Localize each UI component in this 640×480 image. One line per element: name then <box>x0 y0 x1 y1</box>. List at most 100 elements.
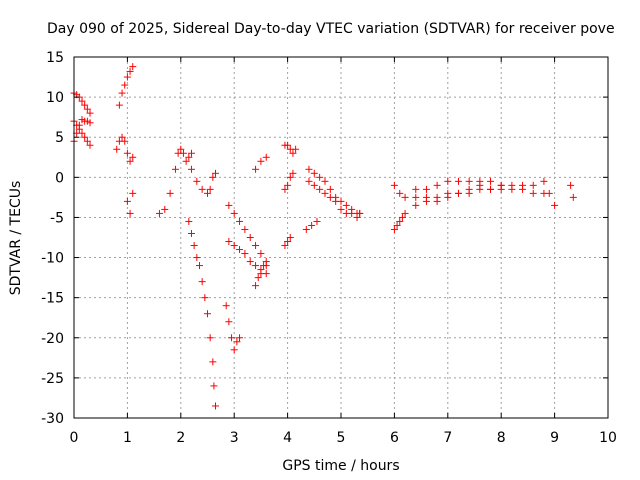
data-point <box>195 262 203 270</box>
data-point <box>487 177 495 185</box>
data-point <box>75 125 83 133</box>
data-point <box>412 201 420 209</box>
data-point <box>201 294 209 302</box>
x-tick-label: 2 <box>176 430 185 446</box>
data-point <box>529 181 537 189</box>
x-tick-label: 1 <box>123 430 132 446</box>
data-point <box>166 189 174 197</box>
data-point <box>161 205 169 213</box>
data-point <box>356 209 364 217</box>
y-tick-label: -5 <box>50 210 64 226</box>
data-point <box>225 318 233 326</box>
data-point <box>540 177 548 185</box>
x-tick-label: 5 <box>337 430 346 446</box>
data-point <box>262 270 270 278</box>
data-point <box>257 266 265 274</box>
data-point <box>497 181 505 189</box>
data-point <box>209 358 217 366</box>
data-point <box>123 197 131 205</box>
x-tick-label: 0 <box>70 430 79 446</box>
x-tick-label: 10 <box>599 430 617 446</box>
data-point <box>444 193 452 201</box>
data-point <box>129 189 137 197</box>
data-point <box>393 221 401 229</box>
data-point <box>190 242 198 250</box>
y-tick-label: -30 <box>41 411 64 427</box>
data-point <box>241 225 249 233</box>
data-point <box>308 221 316 229</box>
data-point <box>487 185 495 193</box>
data-point <box>187 149 195 157</box>
data-point <box>289 149 297 157</box>
data-point <box>177 145 185 153</box>
data-point <box>422 197 430 205</box>
y-tick-label: 5 <box>55 130 64 146</box>
y-axis-label: SDTVAR / TECUs <box>8 181 24 296</box>
x-tick-label: 6 <box>390 430 399 446</box>
data-point <box>310 181 318 189</box>
data-point <box>433 197 441 205</box>
data-point <box>198 185 206 193</box>
data-point <box>257 157 265 165</box>
data-point <box>206 185 214 193</box>
data-point <box>123 149 131 157</box>
data-point <box>476 181 484 189</box>
data-point <box>236 334 244 342</box>
data-point <box>126 157 134 165</box>
data-point <box>179 149 187 157</box>
data-point <box>182 157 190 165</box>
data-point <box>126 67 134 75</box>
data-point <box>519 185 527 193</box>
data-point <box>321 177 329 185</box>
data-point <box>396 217 404 225</box>
data-point <box>310 169 318 177</box>
data-point <box>422 185 430 193</box>
y-tick-label: -10 <box>41 251 64 267</box>
data-point <box>118 133 126 141</box>
data-point <box>260 262 268 270</box>
x-tick-label: 7 <box>443 430 452 446</box>
data-point <box>396 189 404 197</box>
data-point <box>129 63 137 71</box>
data-point <box>187 165 195 173</box>
data-point <box>284 238 292 246</box>
data-point <box>121 81 129 89</box>
data-point <box>454 177 462 185</box>
x-tick-label: 4 <box>283 430 292 446</box>
data-point <box>433 181 441 189</box>
data-point <box>118 89 126 97</box>
data-point <box>230 242 238 250</box>
data-point <box>187 229 195 237</box>
y-tick-label: 0 <box>55 170 64 186</box>
data-point <box>286 234 294 241</box>
data-point <box>326 185 334 193</box>
data-point <box>86 119 94 127</box>
data-point <box>286 173 294 181</box>
y-tick-label: 10 <box>46 90 64 106</box>
data-point <box>551 201 559 209</box>
data-point <box>185 153 193 161</box>
data-point <box>228 334 236 342</box>
x-axis-ticks: 0 1 2 3 4 5 6 7 8 9 10 <box>70 57 617 446</box>
data-point <box>204 310 211 318</box>
data-point <box>241 250 249 258</box>
data-point <box>305 165 313 173</box>
data-point <box>86 109 94 117</box>
data-point <box>212 169 220 177</box>
data-point <box>316 185 324 193</box>
data-point <box>398 213 406 221</box>
data-point <box>281 242 289 250</box>
data-point <box>454 189 462 197</box>
data-point <box>465 185 473 193</box>
y-tick-label: 15 <box>46 50 64 66</box>
data-point <box>567 181 575 189</box>
data-point <box>401 209 409 217</box>
data-point <box>252 242 260 250</box>
y-tick-label: -15 <box>41 291 64 307</box>
data-point <box>198 278 206 286</box>
data-point <box>254 274 262 282</box>
x-tick-label: 9 <box>550 430 559 446</box>
data-point <box>225 201 233 209</box>
data-point <box>316 173 324 181</box>
